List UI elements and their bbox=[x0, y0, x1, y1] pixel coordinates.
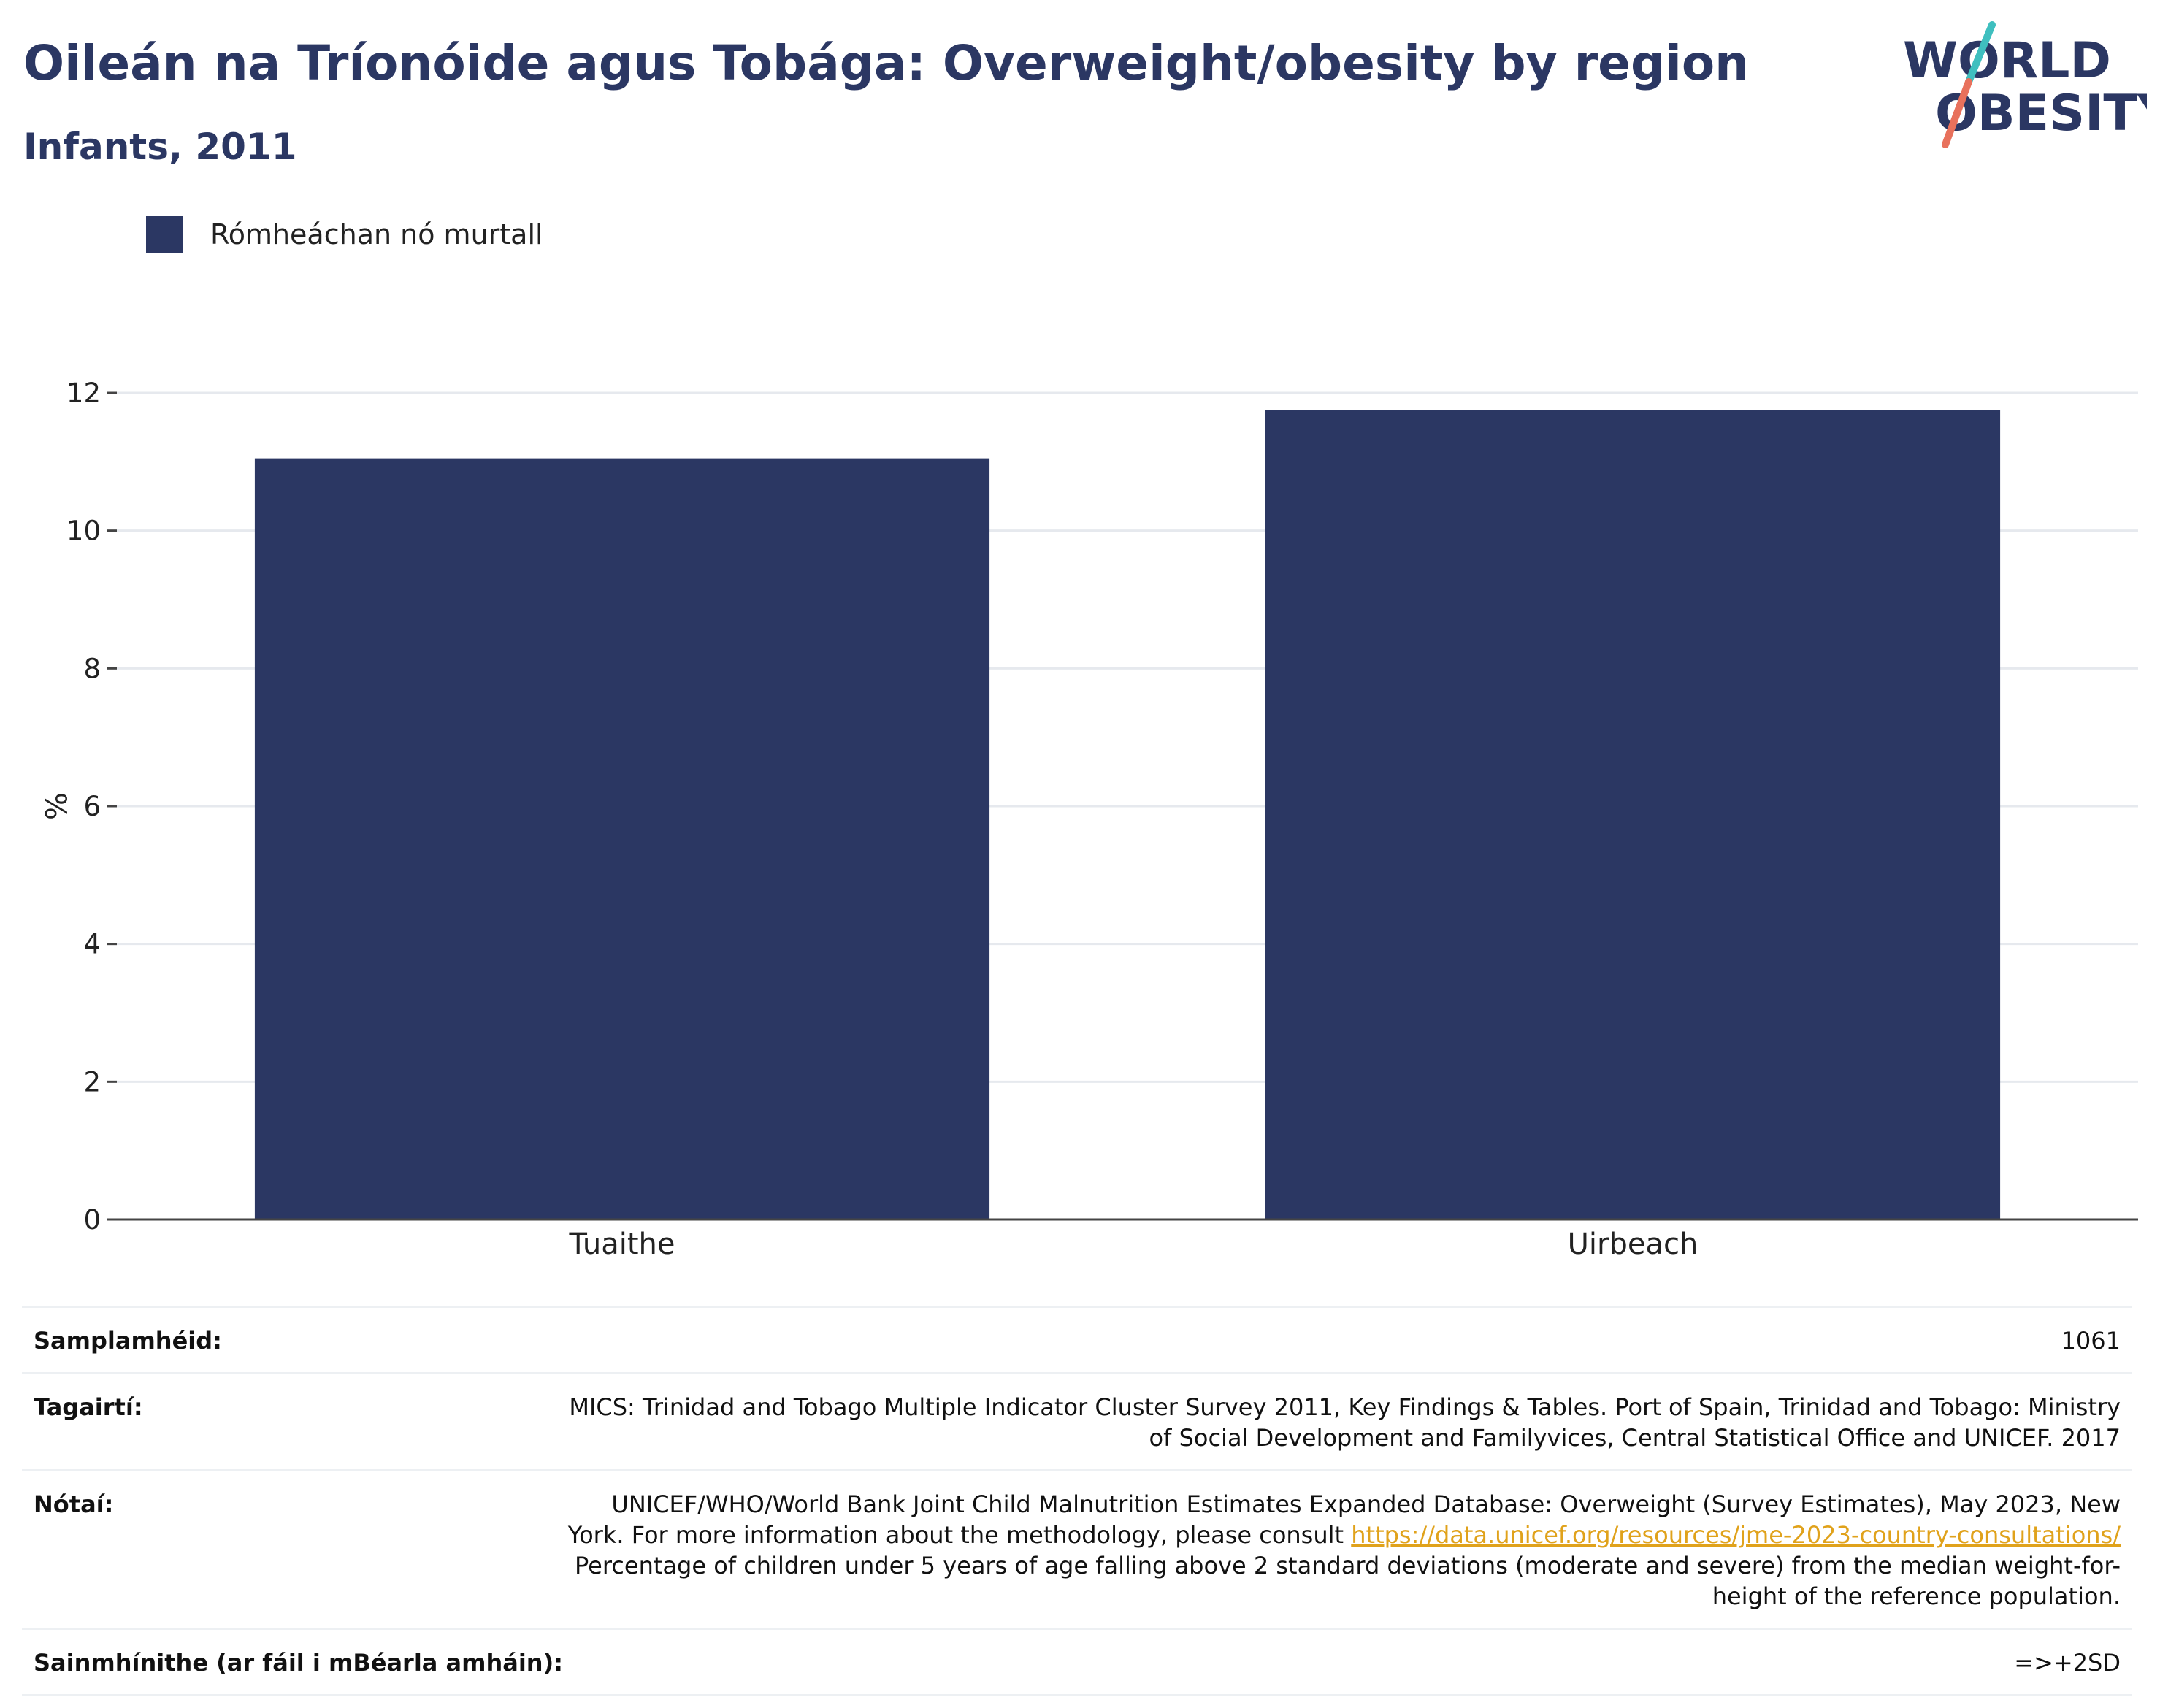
references-line-1: MICS: Trinidad and Tobago Multiple Indic… bbox=[569, 1393, 2121, 1421]
info-row-notes: Nótaí: UNICEF/WHO/World Bank Joint Child… bbox=[22, 1469, 2132, 1628]
info-row-definitions: Sainmhínithe (ar fáil i mBéarla amháin):… bbox=[22, 1628, 2132, 1696]
notes-value: UNICEF/WHO/World Bank Joint Child Malnut… bbox=[568, 1489, 2121, 1612]
info-row-references: Tagairtí: MICS: Trinidad and Tobago Mult… bbox=[22, 1372, 2132, 1469]
notes-label: Nótaí: bbox=[34, 1490, 114, 1518]
logo-slash-top bbox=[1965, 21, 1996, 85]
chart-title: Oileán na Tríonóide agus Tobága: Overwei… bbox=[23, 35, 1750, 91]
logo-word-world: WORLD bbox=[1903, 32, 2111, 90]
notes-line-4: height of the reference population. bbox=[1712, 1582, 2121, 1610]
info-table: Samplamhéid: 1061 Tagairtí: MICS: Trinid… bbox=[22, 1306, 2132, 1696]
bar-uirbeach bbox=[1265, 410, 2001, 1220]
notes-line-2-prefix: York. For more information about the met… bbox=[567, 1521, 1344, 1549]
references-line-2: of Social Development and Familyvices, C… bbox=[1149, 1424, 2121, 1452]
legend-swatch bbox=[146, 216, 183, 253]
methodology-link[interactable]: https://data.unicef.org/resources/jme-20… bbox=[1351, 1521, 2121, 1549]
y-tick-label-8: 8 bbox=[83, 653, 101, 684]
definitions-label: Sainmhínithe (ar fáil i mBéarla amháin): bbox=[34, 1649, 563, 1677]
x-tick-label-tuaithe: Tuaithe bbox=[569, 1228, 675, 1261]
notes-line-1: UNICEF/WHO/World Bank Joint Child Malnut… bbox=[611, 1490, 2121, 1518]
y-tick-label-4: 4 bbox=[83, 929, 101, 960]
x-tick-label-uirbeach: Uirbeach bbox=[1568, 1228, 1698, 1261]
logo-slash-bottom bbox=[1942, 78, 1972, 148]
sample-size-label: Samplamhéid: bbox=[34, 1327, 222, 1355]
chart-subtitle: Infants, 2011 bbox=[23, 126, 297, 168]
bar-chart: 0 2 4 6 8 10 12% Tuaithe Uirbeach bbox=[38, 378, 2138, 1261]
definitions-value: =>+2SD bbox=[2014, 1649, 2121, 1677]
info-row-sample-size: Samplamhéid: 1061 bbox=[22, 1306, 2132, 1372]
chart-legend[interactable]: Rómheáchan nó murtall bbox=[146, 216, 543, 253]
y-tick-label-6: 6 bbox=[83, 791, 101, 822]
references-label: Tagairtí: bbox=[34, 1393, 143, 1421]
y-tick-label-10: 10 bbox=[66, 516, 101, 547]
references-value: MICS: Trinidad and Tobago Multiple Indic… bbox=[569, 1392, 2121, 1453]
y-tick-label-12: 12 bbox=[66, 378, 101, 409]
logo-word-obesity: OBESITY bbox=[1935, 85, 2147, 142]
sample-size-value: 1061 bbox=[2061, 1327, 2121, 1355]
y-tick-label-2: 2 bbox=[83, 1066, 101, 1098]
notes-line-3: Percentage of children under 5 years of … bbox=[575, 1552, 2121, 1579]
world-obesity-logo: WORLD OBESITY bbox=[1903, 21, 2147, 148]
y-tick-label-0: 0 bbox=[83, 1204, 101, 1236]
y-axis-title: % bbox=[38, 792, 72, 820]
legend-label: Rómheáchan nó murtall bbox=[210, 218, 543, 250]
bar-tuaithe bbox=[254, 458, 990, 1219]
